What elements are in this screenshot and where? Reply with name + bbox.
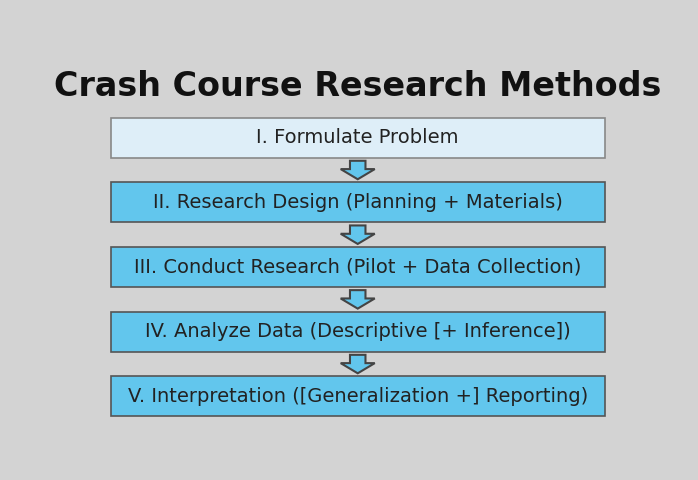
Bar — [110, 182, 605, 222]
Bar — [110, 376, 605, 417]
Polygon shape — [341, 290, 375, 309]
Text: V. Interpretation ([Generalization +] Reporting): V. Interpretation ([Generalization +] Re… — [128, 387, 588, 406]
Text: I. Formulate Problem: I. Formulate Problem — [256, 128, 459, 147]
Bar — [110, 312, 605, 352]
Polygon shape — [341, 226, 375, 244]
Bar — [110, 118, 605, 158]
Polygon shape — [341, 161, 375, 179]
Polygon shape — [341, 355, 375, 373]
Text: III. Conduct Research (Pilot + Data Collection): III. Conduct Research (Pilot + Data Coll… — [134, 258, 581, 276]
Bar — [110, 247, 605, 287]
Text: IV. Analyze Data (Descriptive [+ Inference]): IV. Analyze Data (Descriptive [+ Inferen… — [145, 322, 570, 341]
Text: II. Research Design (Planning + Materials): II. Research Design (Planning + Material… — [153, 193, 563, 212]
Text: Crash Course Research Methods: Crash Course Research Methods — [54, 71, 662, 103]
